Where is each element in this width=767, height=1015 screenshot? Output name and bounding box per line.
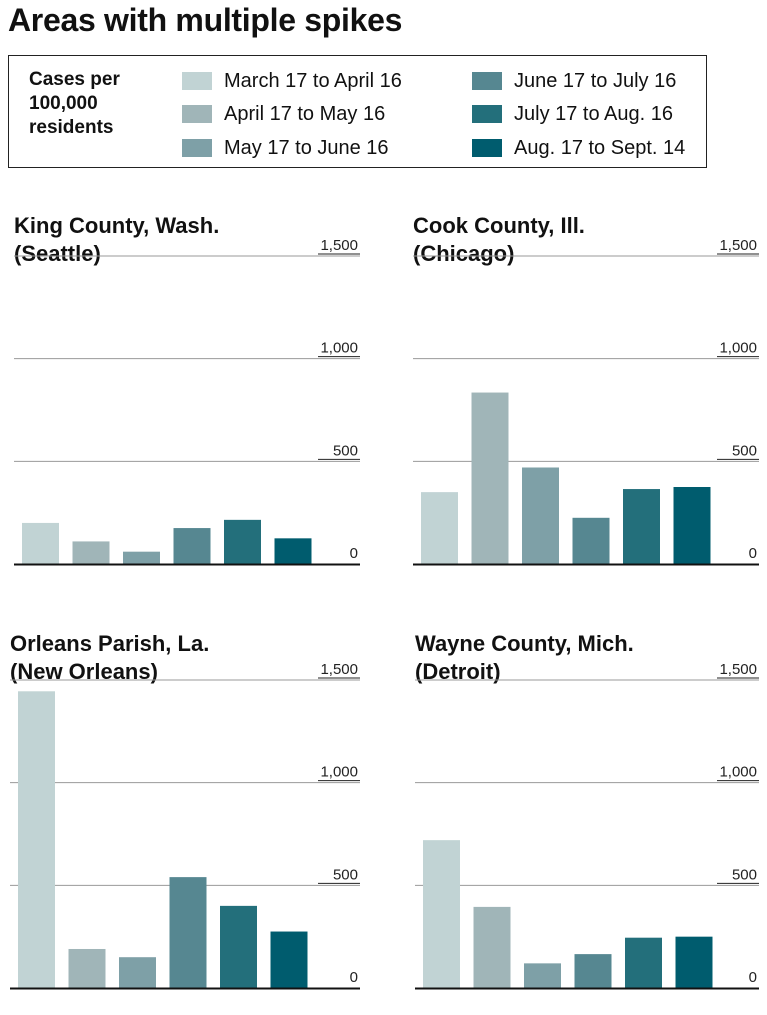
y-tick-label: 1,000 — [719, 764, 757, 781]
legend-title-line: 100,000 — [29, 93, 98, 114]
bar — [522, 467, 559, 564]
y-tick-label: 0 — [749, 545, 757, 562]
chart-panel-cook: Cook County, Ill. (Chicago) 0 500 1,000 1,5… — [413, 212, 765, 597]
panel-title: Orleans Parish, La. (New Orleans) — [10, 630, 270, 686]
panel-title: Cook County, Ill. (Chicago) — [413, 212, 673, 268]
legend-swatch — [182, 105, 212, 123]
bar — [224, 519, 261, 564]
y-tick-label: 1,000 — [320, 764, 358, 781]
bar — [274, 538, 312, 564]
y-tick-label: 500 — [333, 442, 358, 459]
legend-item: Aug. 17 to Sept. 14 — [472, 136, 685, 160]
legend-label: Aug. 17 to Sept. 14 — [514, 136, 686, 159]
panel-title-line: Orleans Parish, La. — [10, 631, 210, 656]
y-tick-label: 0 — [749, 969, 757, 986]
bar — [18, 691, 55, 988]
bar — [473, 906, 511, 988]
panel-title-line: Wayne County, Mich. — [415, 631, 634, 656]
panel-title: King County, Wash. (Seattle) — [14, 212, 274, 268]
legend-item: July 17 to Aug. 16 — [472, 102, 673, 126]
legend-title: Cases per 100,000 residents — [29, 68, 159, 140]
legend-label: April 17 to May 16 — [224, 102, 386, 125]
bar-chart-king: 0 500 1,000 1,500 — [14, 237, 360, 566]
panel-title-line: Cook County, Ill. — [413, 213, 585, 238]
bar — [119, 957, 156, 988]
y-tick-label: 0 — [350, 545, 358, 562]
legend-swatch — [472, 139, 502, 157]
y-tick-label: 1,000 — [719, 340, 757, 357]
bar-chart-cook: 0 500 1,000 1,500 — [413, 237, 759, 566]
bar-chart-wayne: 0 500 1,000 1,500 — [415, 661, 759, 990]
bar — [423, 840, 460, 988]
chart-title: Areas with multiple spikes — [8, 2, 403, 38]
legend-label: March 17 to April 16 — [224, 69, 402, 92]
legend-item: March 17 to April 16 — [182, 69, 402, 93]
legend-item: May 17 to June 16 — [182, 136, 389, 160]
bar — [675, 936, 713, 988]
legend-swatch — [182, 72, 212, 90]
bar — [72, 541, 110, 564]
chart-panel-wayne: Wayne County, Mich. (Detroit) 0 500 1,000 1… — [415, 630, 767, 1015]
panel-title-line: (Seattle) — [14, 241, 101, 266]
legend-swatch — [472, 105, 502, 123]
bar — [471, 392, 509, 564]
legend-label: July 17 to Aug. 16 — [514, 102, 674, 125]
bar — [623, 489, 660, 564]
bar-chart-orleans: 0 500 1,000 1,500 — [10, 661, 360, 990]
legend-swatch — [182, 139, 212, 157]
bar — [68, 948, 106, 988]
legend-swatch — [472, 72, 502, 90]
legend-item: April 17 to May 16 — [182, 102, 385, 126]
bar — [574, 954, 612, 988]
bar — [572, 517, 610, 564]
bar — [220, 905, 257, 988]
legend-title-line: Cases per — [29, 69, 120, 90]
bar — [270, 931, 308, 988]
legend-label: June 17 to July 16 — [514, 69, 677, 92]
bar — [524, 963, 561, 988]
bar — [173, 528, 211, 564]
y-tick-label: 500 — [732, 866, 757, 883]
y-tick-label: 1,500 — [719, 661, 757, 678]
bar — [421, 492, 458, 564]
chart-panel-king: King County, Wash. (Seattle) 0 500 1,000 1,… — [14, 212, 366, 597]
y-tick-label: 500 — [333, 866, 358, 883]
legend-item: June 17 to July 16 — [472, 69, 676, 93]
y-tick-label: 0 — [350, 969, 358, 986]
y-tick-label: 1,500 — [320, 661, 358, 678]
panel-title-line: King County, Wash. — [14, 213, 220, 238]
legend-title-line: residents — [29, 117, 114, 138]
y-tick-label: 1,500 — [320, 237, 358, 254]
bar — [22, 522, 59, 564]
y-tick-label: 500 — [732, 442, 757, 459]
bar — [169, 877, 207, 988]
legend: Cases per 100,000 residents March 17 to … — [8, 55, 707, 168]
y-tick-label: 1,500 — [719, 237, 757, 254]
bar — [673, 487, 711, 564]
legend-label: May 17 to June 16 — [224, 136, 389, 159]
panel-title-line: (Chicago) — [413, 241, 515, 266]
y-tick-label: 1,000 — [320, 340, 358, 357]
chart-panel-orleans: Orleans Parish, La. (New Orleans) 0 500 1,… — [10, 630, 362, 1015]
bar — [625, 937, 662, 988]
bar — [123, 551, 160, 564]
